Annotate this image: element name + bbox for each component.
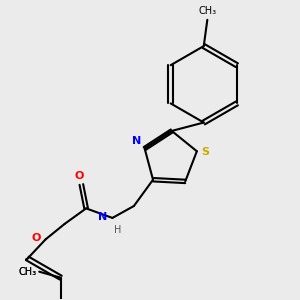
Text: O: O [74, 171, 84, 181]
Text: CH₃: CH₃ [19, 267, 37, 277]
Text: CH₃: CH₃ [198, 6, 216, 16]
Text: CH₃: CH₃ [18, 267, 37, 277]
Text: N: N [98, 212, 108, 222]
Text: O: O [32, 233, 41, 243]
Text: N: N [132, 136, 141, 146]
Text: H: H [114, 225, 121, 235]
Text: S: S [202, 147, 210, 158]
